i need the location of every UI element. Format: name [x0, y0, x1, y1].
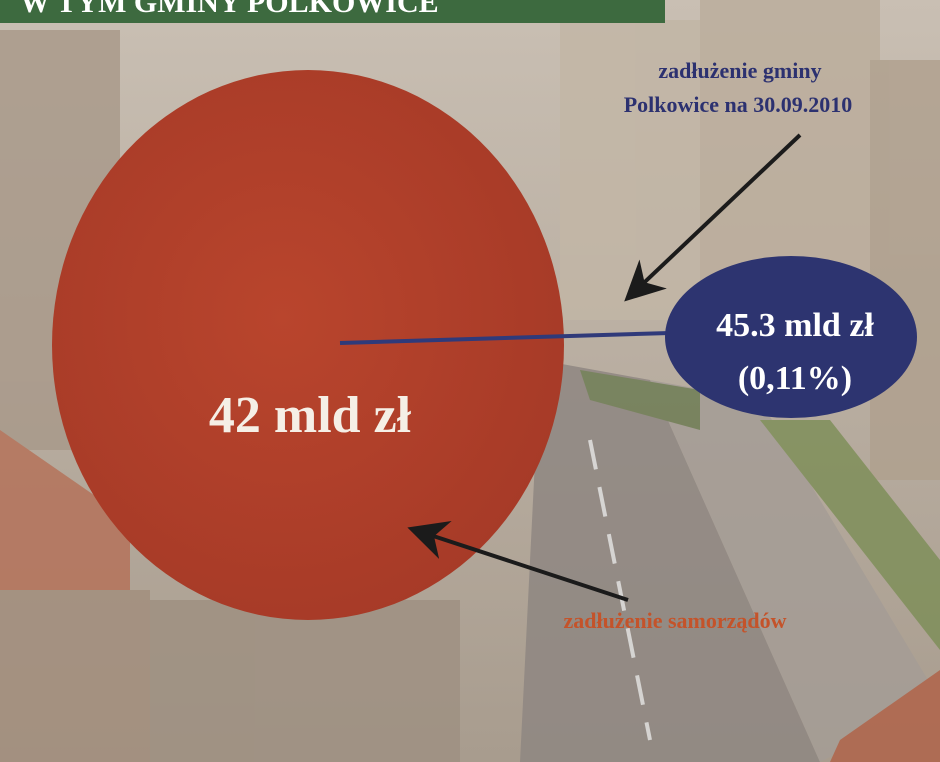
small-value: 45.3 mld zł [716, 307, 874, 344]
big-circle [52, 70, 564, 620]
big-caption: zadłużenie samorządów [563, 608, 786, 633]
small-caption: Polkowice na 30.09.2010 [624, 92, 853, 117]
infographic: W TYM GMINY POLKOWICE 42 mld zł 45.3 mld… [0, 0, 940, 762]
big-value: 42 mld zł [209, 387, 412, 444]
page: {"header": {"title": "W TYM GMINY POLKOW… [0, 0, 940, 762]
header-title: W TYM GMINY POLKOWICE [20, 0, 439, 19]
small-caption: zadłużenie gminy [658, 58, 821, 83]
small-share: (0,11%) [738, 360, 852, 397]
